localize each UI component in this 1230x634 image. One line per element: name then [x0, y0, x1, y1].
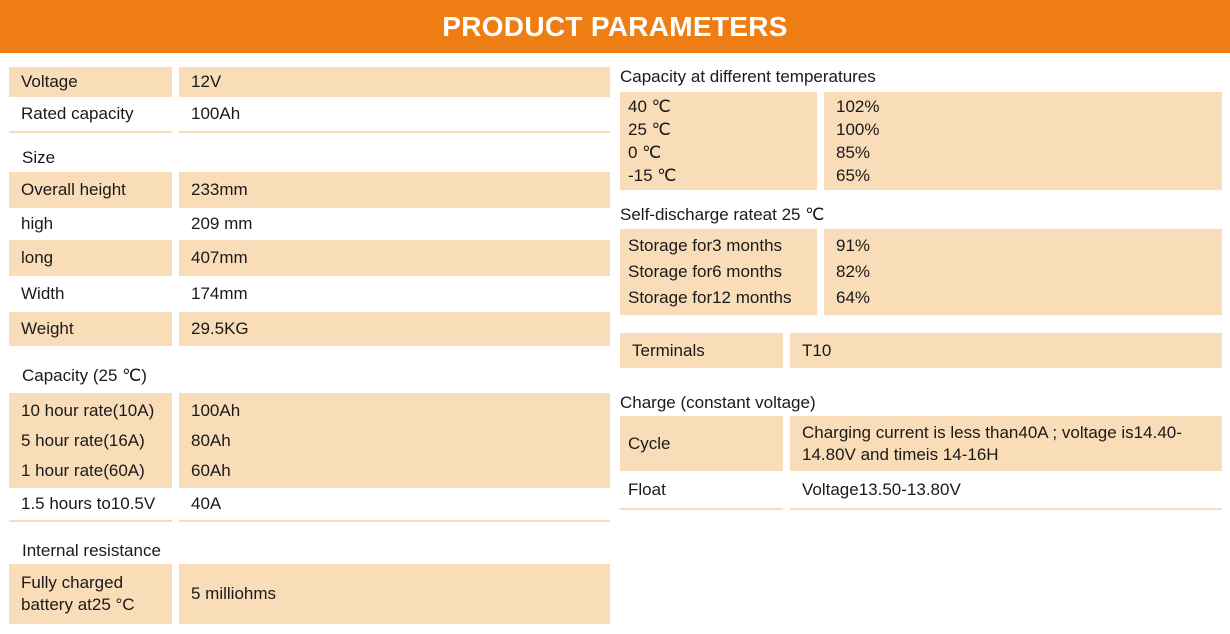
row-divider — [179, 131, 610, 133]
temperature-labels: 40 ℃ 25 ℃ 0 ℃ -15 ℃ — [620, 92, 817, 190]
self-discharge-value: 82% — [836, 262, 871, 281]
capacity-rate-label: 1 hour rate(60A) — [21, 460, 145, 480]
temperature-value: 65% — [836, 166, 871, 185]
internal-resistance-value: 5 milliohms — [179, 564, 610, 624]
overall-height-value: 233mm — [179, 172, 610, 208]
cycle-label: Cycle — [620, 416, 783, 471]
rated-capacity-label: Rated capacity — [21, 104, 134, 123]
internal-resistance-label: Fully charged battery at25 °C — [9, 564, 172, 624]
internal-label-line: battery at25 °C — [21, 595, 135, 614]
self-discharge-label: Storage for6 months — [628, 262, 783, 281]
page-title: PRODUCT PARAMETERS — [0, 0, 1230, 53]
high-label: high — [21, 214, 54, 233]
voltage-value: 12V — [179, 67, 610, 97]
cycle-value-line: 14.80V and timeis 14-16H — [802, 444, 999, 464]
capacity-rate-value: 80Ah — [191, 430, 231, 450]
temperature-value: 102% — [836, 97, 880, 116]
width-label: Width — [21, 284, 65, 303]
self-discharge-labels: Storage for3 months Storage for6 months … — [620, 229, 817, 315]
capacity-rate-values: 100Ah 80Ah 60Ah — [179, 393, 610, 488]
capacity-rate-label: 10 hour rate(10A) — [21, 400, 155, 420]
temperature-label: -15 ℃ — [628, 166, 677, 185]
weight-value: 29.5KG — [179, 312, 610, 346]
temperature-value: 100% — [836, 120, 880, 139]
internal-label-line: Fully charged — [21, 573, 124, 592]
row-divider — [790, 508, 1222, 510]
weight-label: Weight — [9, 312, 172, 346]
voltage-label: Voltage — [9, 67, 172, 97]
capacity-rate-value: 60Ah — [191, 460, 231, 480]
capacity-rate-value: 100Ah — [191, 400, 241, 420]
internal-resistance-heading: Internal resistance — [22, 541, 161, 560]
temperature-value: 85% — [836, 143, 871, 162]
terminals-label: Terminals — [620, 333, 783, 368]
temperature-values: 102% 100% 85% 65% — [824, 92, 1222, 190]
row-divider — [9, 520, 172, 522]
capacity-heading: Capacity (25 ℃) — [22, 366, 147, 385]
float-label: Float — [628, 480, 666, 499]
self-discharge-value: 91% — [836, 236, 871, 255]
long-value: 407mm — [179, 240, 610, 276]
high-value: 209 mm — [191, 214, 253, 233]
cycle-value: Charging current is less than40A ; volta… — [790, 416, 1222, 471]
capacity-rate-label: 5 hour rate(16A) — [21, 430, 145, 450]
long-label: long — [9, 240, 172, 276]
temperature-heading: Capacity at different temperatures — [620, 67, 876, 86]
self-discharge-heading: Self-discharge rateat 25 ℃ — [620, 205, 825, 224]
size-heading: Size — [22, 148, 56, 167]
terminals-value: T10 — [790, 333, 1222, 368]
capacity-rate-labels: 10 hour rate(10A) 5 hour rate(16A) 1 hou… — [9, 393, 172, 488]
charge-heading: Charge (constant voltage) — [620, 393, 816, 412]
rate-1-5h-label: 1.5 hours to10.5V — [21, 494, 156, 513]
temperature-label: 25 ℃ — [628, 120, 671, 139]
row-divider — [179, 520, 610, 522]
self-discharge-values: 91% 82% 64% — [824, 229, 1222, 315]
rated-capacity-value: 100Ah — [191, 104, 241, 123]
self-discharge-value: 64% — [836, 288, 871, 307]
cycle-value-line: Charging current is less than40A ; volta… — [802, 422, 1182, 442]
row-divider — [9, 131, 172, 133]
self-discharge-label: Storage for3 months — [628, 236, 783, 255]
float-value: Voltage13.50-13.80V — [802, 480, 961, 499]
width-value: 174mm — [191, 284, 248, 303]
rate-1-5h-value: 40A — [191, 494, 222, 513]
overall-height-label: Overall height — [9, 172, 172, 208]
temperature-label: 40 ℃ — [628, 97, 671, 116]
temperature-label: 0 ℃ — [628, 143, 662, 162]
self-discharge-label: Storage for12 months — [628, 288, 792, 307]
row-divider — [620, 508, 783, 510]
